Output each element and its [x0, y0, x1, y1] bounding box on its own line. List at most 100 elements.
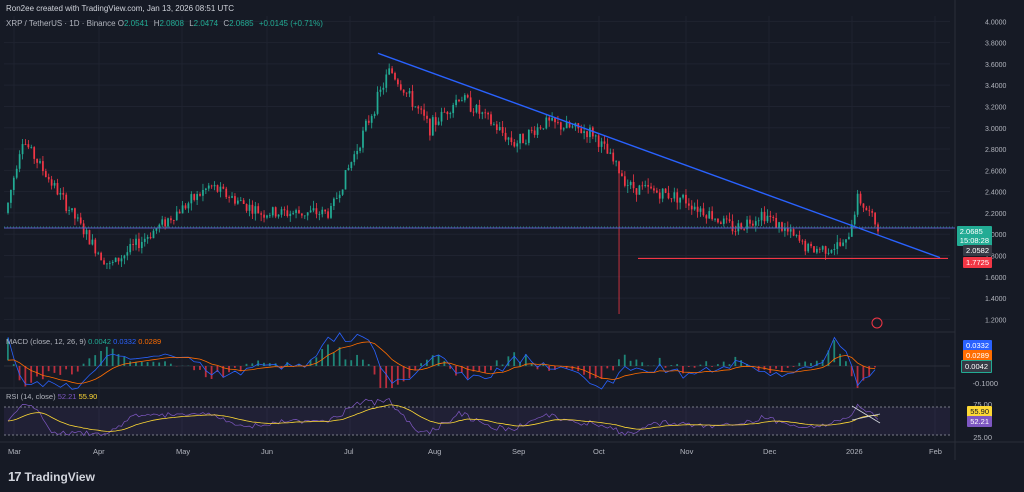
candle-body	[242, 200, 245, 205]
candle-body	[138, 238, 140, 249]
candle-body	[437, 121, 440, 125]
candle-body	[373, 113, 376, 117]
macd-histogram-bar	[629, 360, 632, 366]
macd-histogram-bar	[350, 360, 353, 366]
macd-histogram-bar	[65, 366, 67, 370]
macd-histogram-bar	[344, 359, 347, 366]
candle-body	[853, 214, 856, 225]
rsi-drawing-line	[851, 413, 881, 421]
macd-histogram-bar	[821, 359, 824, 366]
macd-histogram-bar	[693, 366, 696, 368]
macd-histogram-bar	[437, 355, 440, 366]
candle-body	[481, 112, 484, 114]
macd-histogram-bar	[455, 366, 457, 376]
open-value: 2.0541	[124, 19, 149, 28]
symbol-label[interactable]: XRP / TetherUS · 1D · Binance	[6, 19, 116, 28]
candle-body	[752, 223, 754, 226]
macd-histogram-bar	[641, 362, 644, 366]
candle-body	[65, 194, 68, 211]
candle-body	[423, 109, 425, 116]
candle-body	[213, 185, 216, 187]
open-label: O	[117, 19, 124, 28]
candle-body	[769, 215, 772, 217]
y-tick-label: 2.6000	[985, 168, 1007, 175]
candle-body	[597, 135, 600, 147]
candle-body	[568, 122, 571, 128]
candle-body	[507, 137, 510, 140]
macd-histogram-bar	[524, 354, 527, 366]
candle-body	[376, 91, 379, 114]
candle-body	[786, 227, 789, 232]
candle-body	[367, 120, 370, 123]
candle-body	[100, 252, 102, 261]
macd-histogram-bar	[199, 366, 201, 370]
rsi-band	[4, 407, 950, 435]
macd-histogram-bar	[554, 366, 556, 370]
macd-histogram-bar	[513, 352, 516, 366]
candle-body	[344, 170, 347, 190]
macd-histogram-bar	[798, 362, 801, 366]
candle-body	[268, 215, 271, 217]
macd-histogram-bar	[600, 366, 603, 379]
candle-body	[693, 206, 696, 210]
candle-body	[522, 133, 524, 144]
candle-body	[359, 147, 361, 151]
candle-body	[836, 242, 839, 249]
candle-body	[638, 185, 641, 195]
candle-body	[68, 210, 70, 211]
candle-body	[655, 190, 658, 193]
candle-body	[848, 236, 850, 240]
candle-body	[711, 211, 714, 220]
candle-body	[533, 130, 536, 135]
candle-body	[59, 192, 62, 195]
candle-body	[219, 186, 222, 192]
candle-body	[126, 252, 129, 256]
candle-body	[810, 243, 812, 247]
candle-body	[71, 208, 73, 211]
candle-body	[749, 219, 751, 224]
candle-body	[629, 181, 632, 186]
candle-body	[187, 203, 190, 209]
macd-histogram-bar	[129, 361, 132, 366]
macd-label[interactable]: MACD (close, 12, 26, 9)	[6, 337, 87, 346]
macd-histogram-bar	[420, 363, 422, 366]
candle-countdown: 15:08:28	[959, 236, 989, 245]
macd-histogram-bar	[804, 361, 807, 366]
macd-histogram-bar	[361, 359, 364, 366]
candle-body	[685, 194, 687, 204]
candle-body	[245, 204, 248, 211]
candle-body	[333, 198, 335, 206]
candle-body	[254, 206, 257, 214]
candle-body	[146, 237, 149, 239]
macd-histogram-bar	[146, 362, 149, 366]
y-tick-label: 2.4000	[985, 190, 1007, 197]
macd-histogram-bar	[565, 366, 568, 369]
candle-body	[106, 263, 108, 265]
macd-histogram-bar	[507, 356, 510, 366]
macd-histogram-bar	[135, 361, 137, 366]
macd-histogram-bar	[76, 366, 79, 372]
macd-histogram-bar	[88, 358, 91, 366]
rsi-label[interactable]: RSI (14, close)	[6, 392, 56, 401]
candle-body	[466, 95, 469, 98]
candle-body	[74, 208, 76, 219]
candle-body	[650, 186, 652, 189]
macd-histogram-bar	[222, 366, 225, 378]
macd-histogram-bar	[571, 366, 574, 370]
candle-body	[108, 262, 111, 264]
candle-body	[82, 223, 85, 235]
candle-body	[493, 124, 495, 126]
candle-body	[161, 219, 164, 225]
macd-histogram-bar	[711, 366, 713, 367]
candle-body	[204, 188, 207, 190]
candle-body	[129, 243, 132, 253]
candle-body	[402, 89, 405, 93]
macd-histogram-bar	[396, 366, 399, 385]
candle-body	[33, 147, 36, 159]
candle-body	[565, 122, 568, 129]
candle-body	[475, 104, 478, 113]
macd-histogram-bar	[490, 366, 492, 371]
candle-body	[778, 222, 780, 229]
candle-body	[266, 215, 268, 218]
